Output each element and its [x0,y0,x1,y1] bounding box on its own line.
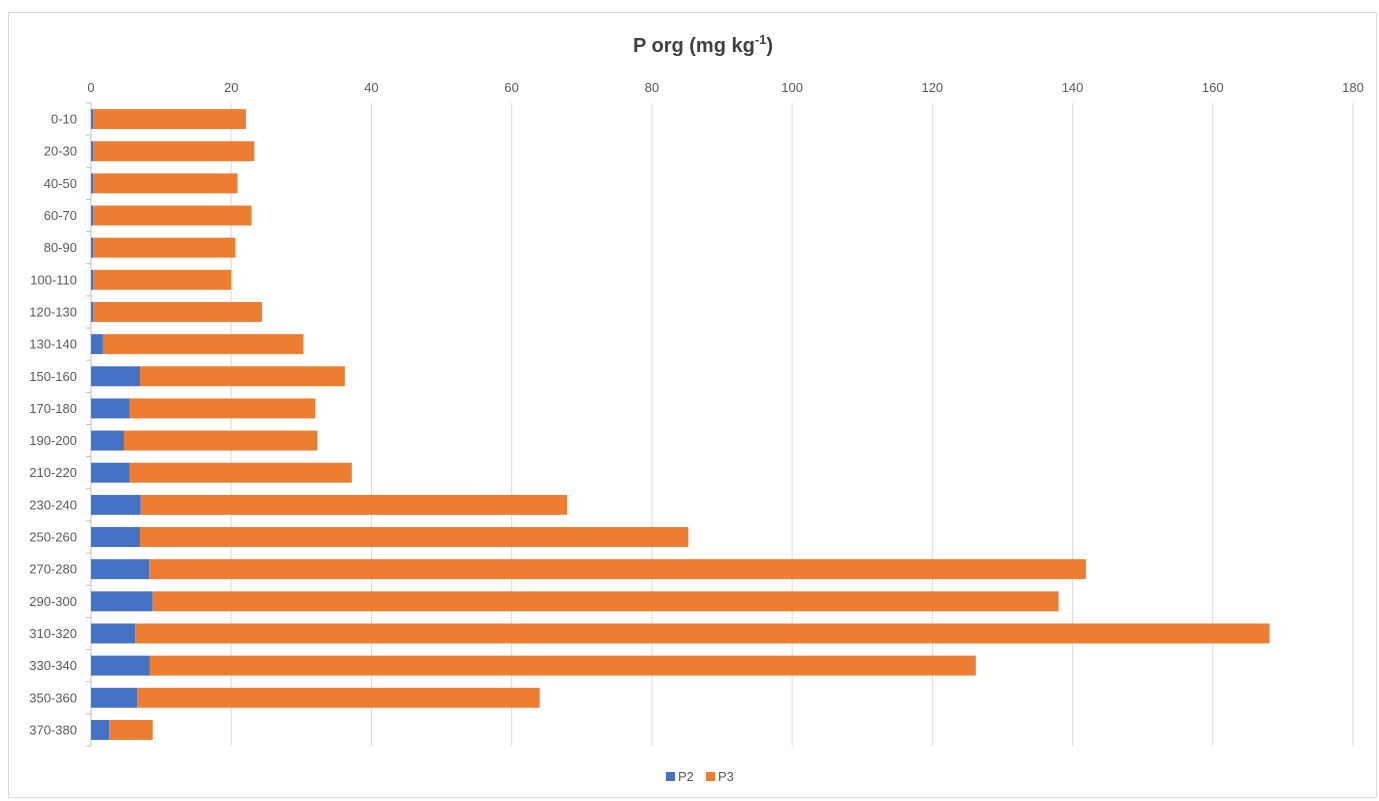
y-tick-label: 350-360 [29,690,77,705]
gridlines [230,103,1354,746]
bar-p3-310-320 [135,623,1270,644]
y-tick-label: 60-70 [44,208,77,223]
bar-p3-290-300 [152,591,1059,612]
y-tick-label: 130-140 [29,337,77,352]
y-tick-label: 330-340 [29,658,77,673]
y-tick-label: 0-10 [51,112,77,127]
x-tick-label: 100 [781,80,803,95]
x-tick-label: 0 [87,80,94,95]
x-axis-tick-labels: 0 20 40 60 80 100 120 140 160 180 [87,80,1363,95]
bar-p2-100-110 [91,269,94,290]
bar-p2-120-130 [91,302,94,322]
bar-p3-270-280 [149,559,1086,580]
bar-p3-170-180 [129,398,316,419]
y-tick-label: 230-240 [29,497,77,512]
bar-p2-80-90 [91,237,94,258]
bar-p3-350-360 [137,687,540,708]
y-tick-label: 370-380 [29,722,77,737]
bar-p2-230-240 [91,494,141,515]
bar-p2-170-180 [91,398,130,419]
y-tick-label: 150-160 [29,369,77,384]
chart-title: P org (mg kg-1) [633,32,773,57]
y-tick-label: 290-300 [29,594,77,609]
bar-p3-130-140 [102,334,304,355]
bar-p3-370-380 [109,719,153,740]
bar-p2-370-380 [91,719,110,740]
x-tick-label: 140 [1062,80,1084,95]
legend-swatch-p2 [666,772,675,781]
y-tick-label: 210-220 [29,465,77,480]
bar-p3-190-200 [123,430,318,451]
x-tick-label: 40 [364,80,378,95]
y-tick-label: 100-110 [30,272,77,287]
y-tick-label: 80-90 [44,240,77,255]
y-axis-tick-labels: 0-10 20-30 40-50 60-70 80-90 100-110 120-130 13… [29,112,77,738]
bar-p3-0-10 [93,109,246,130]
bar-p2-270-280 [91,559,150,580]
x-tick-label: 80 [645,80,659,95]
bar-p2-0-10 [91,109,94,130]
bar-p2-40-50 [91,173,94,194]
y-axis [86,102,92,747]
bar-p2-190-200 [91,430,124,451]
y-tick-label: 190-200 [29,433,77,448]
x-tick-label: 160 [1202,80,1224,95]
legend-swatch-p3 [706,772,715,781]
bar-p2-210-220 [91,462,130,483]
bars [91,109,1270,740]
y-tick-label: 120-130 [29,304,77,319]
bar-p3-60-70 [93,205,252,226]
bar-p2-60-70 [91,205,94,226]
x-tick-label: 20 [224,80,238,95]
y-tick-label: 20-30 [44,144,77,159]
bar-p2-330-340 [91,655,150,676]
y-tick-label: 40-50 [44,176,77,191]
bar-p2-150-160 [91,366,141,387]
y-tick-label: 250-260 [29,530,77,545]
bar-p3-40-50 [93,173,238,194]
bar-p3-100-110 [93,269,232,290]
bar-p2-310-320 [91,623,136,644]
title-suffix: ) [766,35,773,57]
y-tick-label: 270-280 [29,562,77,577]
bar-p2-290-300 [91,591,153,612]
bar-p3-120-130 [93,302,263,322]
bar-p3-150-160 [140,366,345,387]
x-tick-label: 120 [921,80,943,95]
bar-p3-210-220 [129,462,352,483]
bar-p3-80-90 [93,237,236,258]
bar-p2-350-360 [91,687,138,708]
y-tick-label: 170-180 [29,401,77,416]
y-tick-label: 310-320 [29,626,77,641]
bar-p3-230-240 [140,494,568,515]
legend: P2 P3 [666,769,734,784]
bar-p2-20-30 [91,141,94,162]
title-main: P org (mg kg [633,35,755,57]
bar-p3-20-30 [93,141,255,162]
legend-label-p2: P2 [678,769,694,784]
title-superscript: -1 [755,32,767,47]
legend-label-p3: P3 [718,769,734,784]
bar-p2-250-260 [91,527,141,547]
bar-p3-250-260 [140,527,689,547]
x-tick-label: 180 [1342,80,1364,95]
bar-p3-330-340 [149,655,976,676]
x-tick-label: 60 [504,80,518,95]
bar-p2-130-140 [91,334,103,355]
